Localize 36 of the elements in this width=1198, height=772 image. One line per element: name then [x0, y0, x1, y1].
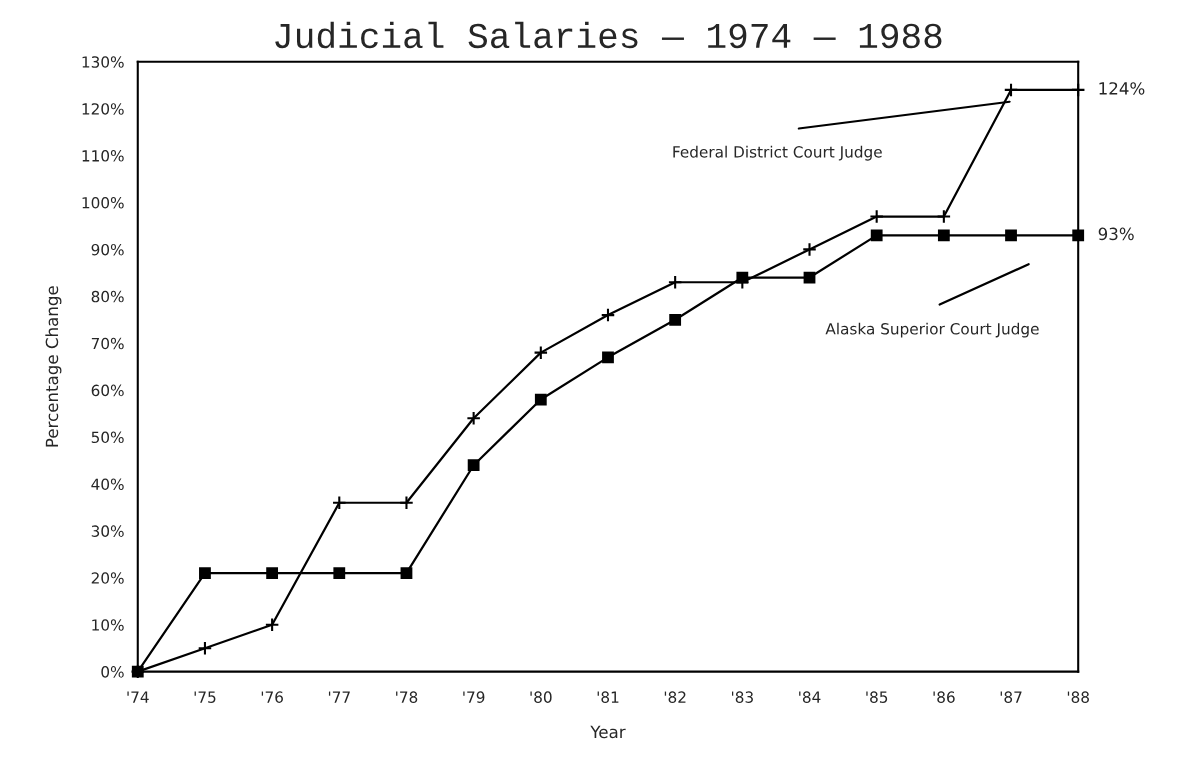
x-tick-label: '83: [731, 691, 753, 703]
y-tick-label: 20%: [91, 572, 124, 584]
text: Alaska Superior Court Judge: [825, 322, 1039, 338]
x-tick-label: '81: [597, 691, 619, 703]
y-tick-label: 50%: [91, 431, 124, 444]
x-tick-label: '79: [463, 691, 485, 703]
annotation: 93%: [1098, 227, 1134, 241]
x-tick-label: '82: [664, 691, 686, 703]
x-tick-label: '74: [127, 691, 149, 703]
x-tick-label: '80: [530, 691, 552, 703]
y-axis-title: Percentage Change: [45, 286, 62, 447]
y-tick-label: 120%: [82, 103, 124, 115]
x-axis-title: Year: [590, 725, 626, 739]
y-tick-label: 90%: [91, 243, 124, 256]
chart-title: Judicial Salaries — 1974 — 1988: [275, 21, 942, 49]
x-tick-label: '77: [328, 691, 350, 703]
y-tick-label: 10%: [92, 619, 124, 631]
y-tick-label: 110%: [82, 150, 124, 162]
x-tick-label: '76: [261, 691, 283, 703]
text: Federal District Court Judge: [673, 145, 882, 161]
y-tick-label: 0%: [101, 666, 124, 678]
x-tick-label: '78: [396, 691, 418, 703]
y-tick-label: 130%: [82, 56, 124, 68]
x-tick-label: '85: [866, 691, 888, 703]
x-tick-label: '87: [1000, 691, 1022, 703]
y-tick-label: 40%: [91, 478, 124, 491]
y-tick-label: 80%: [91, 290, 124, 303]
x-tick-label: '88: [1067, 691, 1089, 703]
x-tick-label: '84: [799, 691, 821, 703]
y-tick-label: 70%: [91, 337, 124, 350]
y-tick-label: 100%: [82, 196, 124, 209]
annotation: 124%: [1099, 82, 1145, 95]
y-tick-label: 30%: [91, 525, 124, 537]
x-tick-label: '86: [933, 691, 955, 703]
y-tick-label: 60%: [91, 384, 124, 397]
x-tick-label: '75: [194, 691, 216, 703]
